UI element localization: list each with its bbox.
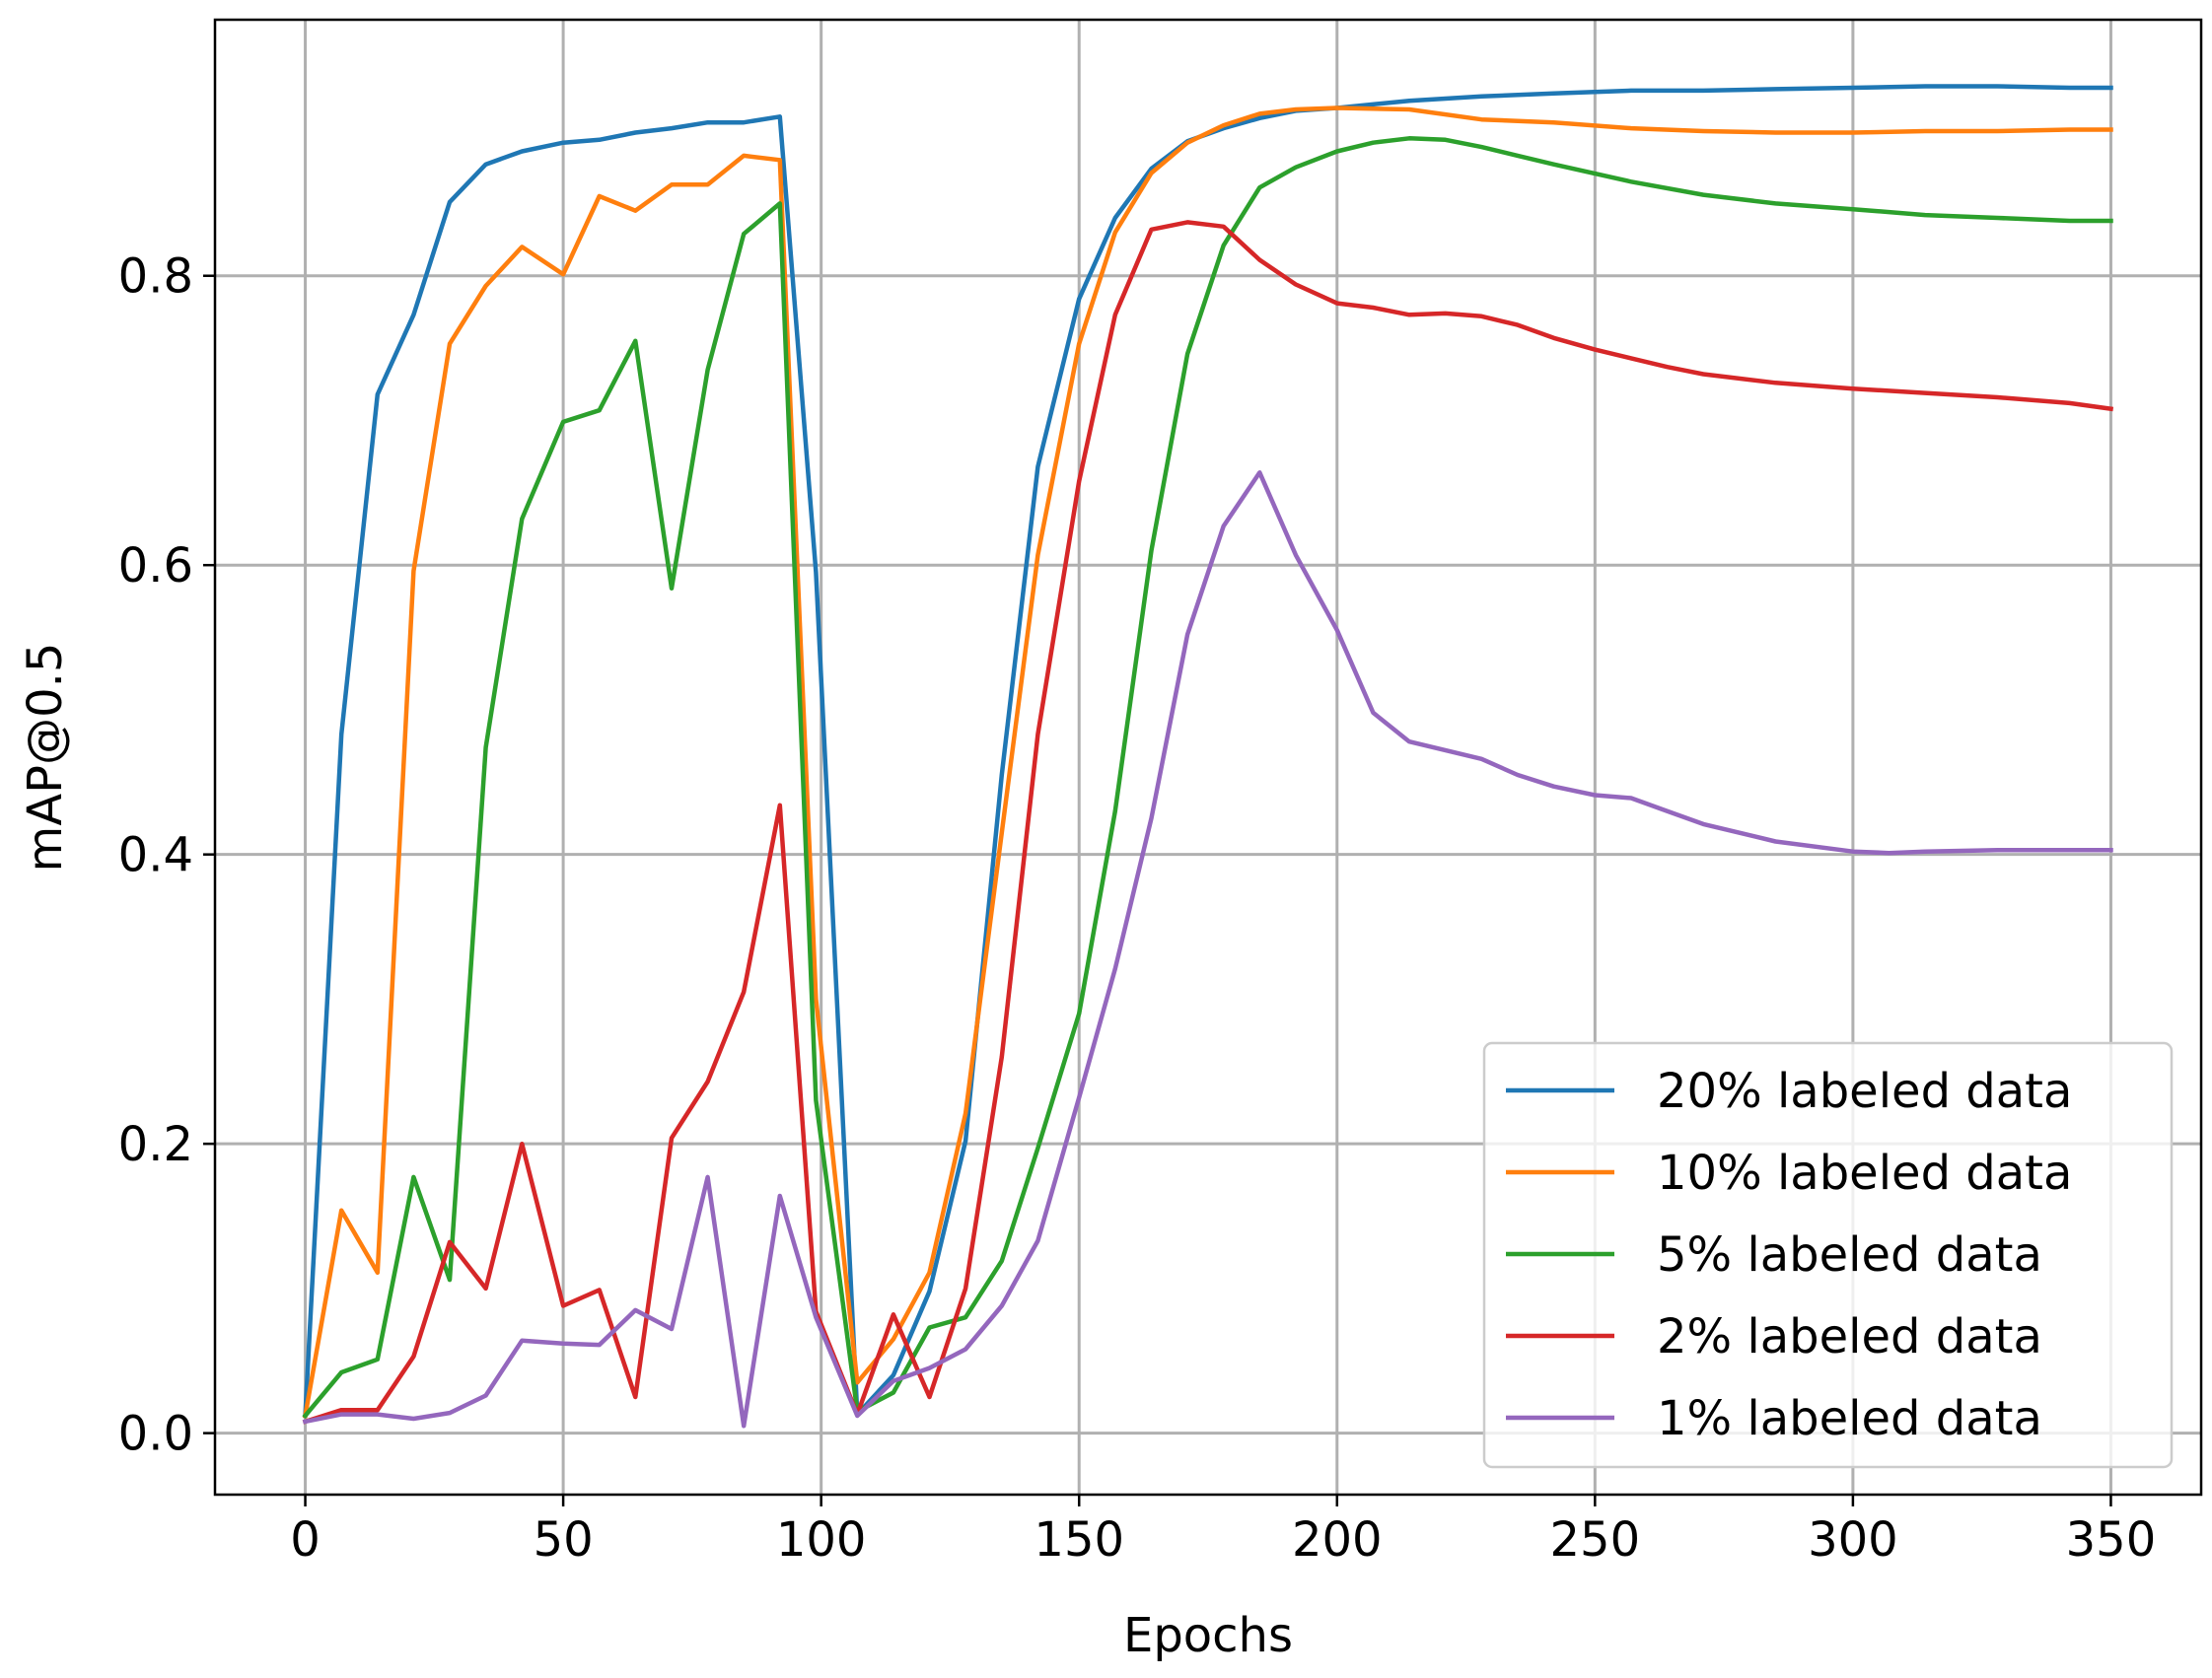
series-line bbox=[302, 136, 2113, 1420]
series-line bbox=[302, 105, 2113, 1419]
legend: 20% labeled data 10% labeled data 5% label… bbox=[1482, 1041, 2174, 1469]
series-line bbox=[302, 220, 2114, 1425]
x-tick-label: 150 bbox=[1034, 1512, 1124, 1568]
legend-label: 5% labeled data bbox=[1657, 1227, 2042, 1283]
legend-box bbox=[1482, 1041, 2174, 1469]
series-lines bbox=[302, 84, 2114, 1429]
x-tick-label: 300 bbox=[1808, 1512, 1898, 1568]
y-tick-label: 0.2 bbox=[118, 1117, 193, 1172]
x-tick-label: 250 bbox=[1550, 1512, 1641, 1568]
y-tick-label: 0.4 bbox=[118, 828, 193, 883]
y-tick-label: 0.0 bbox=[118, 1407, 193, 1462]
legend-label: 1% labeled data bbox=[1657, 1391, 2042, 1446]
legend-label: 2% labeled data bbox=[1657, 1309, 2042, 1364]
x-tick-label: 100 bbox=[776, 1512, 867, 1568]
legend-label: 10% labeled data bbox=[1657, 1146, 2072, 1201]
legend-label: 20% labeled data bbox=[1657, 1064, 2072, 1119]
x-tick-label: 50 bbox=[534, 1512, 594, 1568]
y-tick-label: 0.8 bbox=[118, 249, 193, 305]
x-axis-label: Epochs bbox=[1123, 1608, 1293, 1663]
x-tick-label: 0 bbox=[290, 1512, 321, 1568]
plot-frame bbox=[213, 18, 2203, 1497]
x-tick-label: 200 bbox=[1292, 1512, 1383, 1568]
y-axis-ticks: 0.0 0.2 0.4 0.6 0.8 bbox=[118, 249, 215, 1462]
y-axis-label: mAP@0.5 bbox=[18, 643, 73, 873]
x-tick-label: 350 bbox=[2066, 1512, 2157, 1568]
x-axis-ticks: 0 50 100 150 200 250 300 350 bbox=[290, 1495, 2156, 1568]
series-line bbox=[303, 84, 2113, 1419]
series-line bbox=[302, 470, 2113, 1429]
y-tick-label: 0.6 bbox=[118, 538, 193, 594]
